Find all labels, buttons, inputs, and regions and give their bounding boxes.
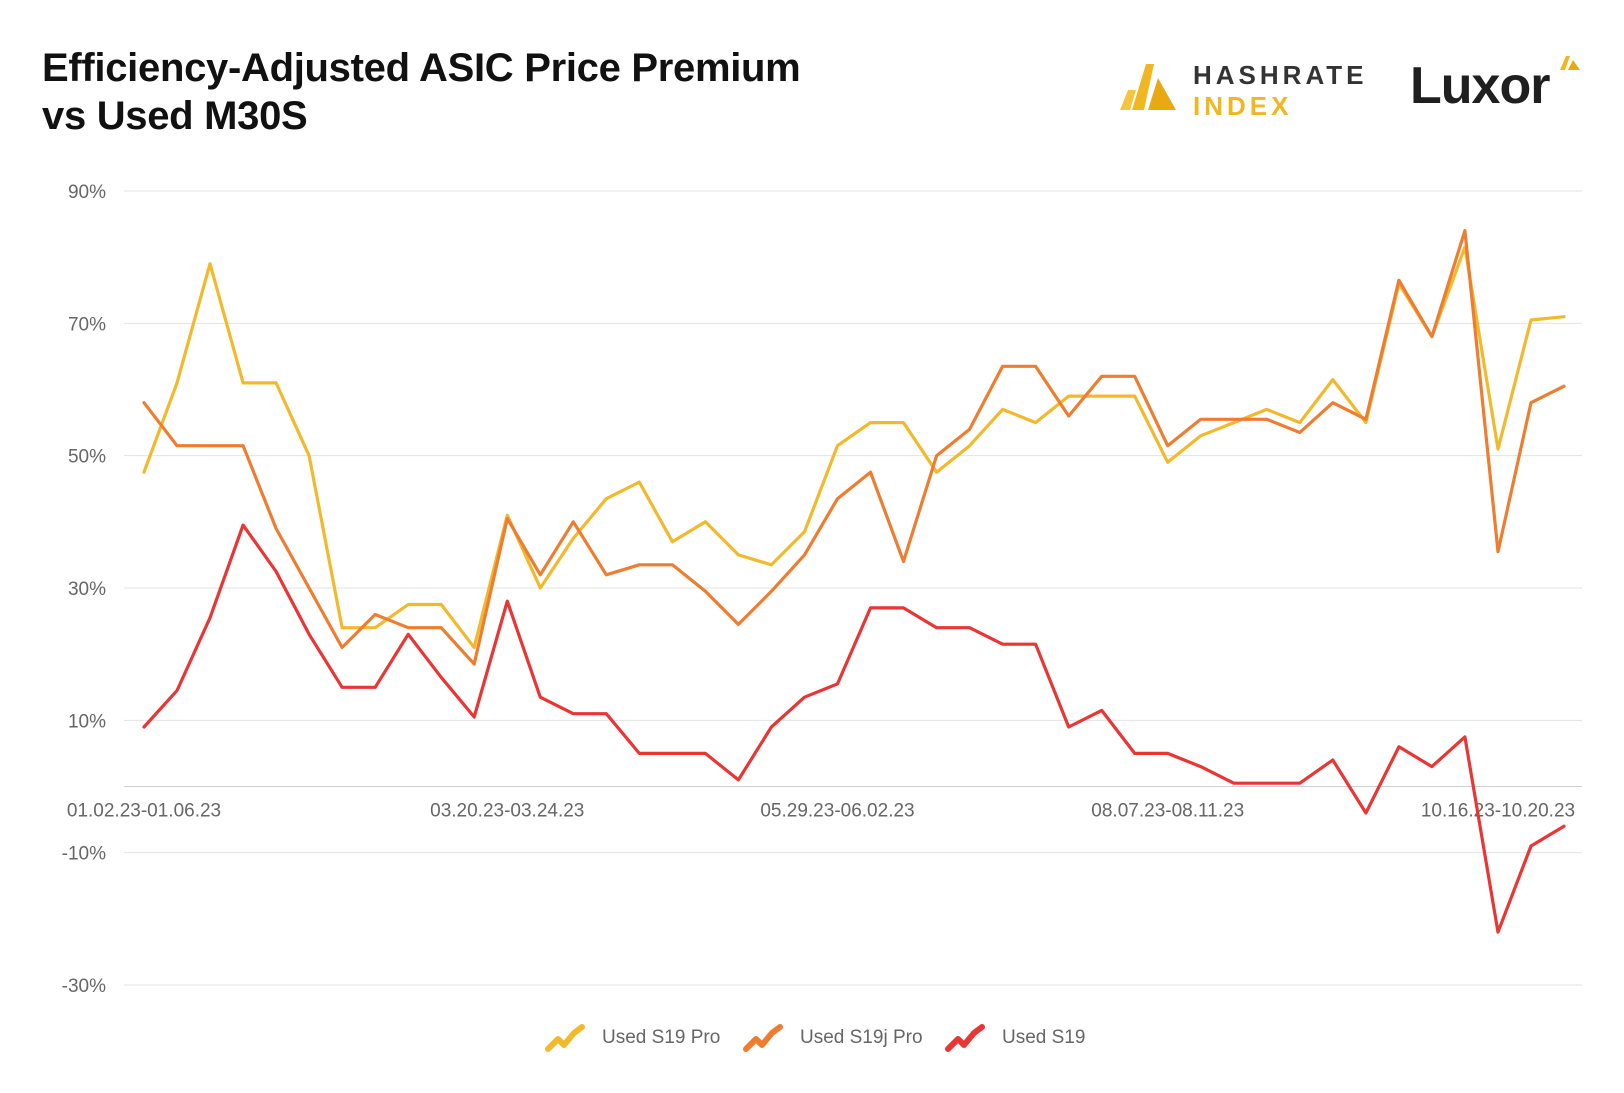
- x-tick-label: 05.29.23-06.02.23: [760, 801, 914, 822]
- luxor-wordmark: Luxor: [1410, 57, 1550, 115]
- legend-item-s19[interactable]: Used S19: [944, 1018, 1085, 1058]
- index-wordmark: INDEX: [1193, 91, 1293, 121]
- hashrate-index-logo: HASHRATE INDEX: [1118, 60, 1368, 121]
- series-lines: [142, 229, 1566, 934]
- y-tick-label: 70%: [68, 314, 106, 335]
- y-tick-label: -30%: [62, 976, 106, 997]
- y-tick-label: -10%: [62, 844, 106, 865]
- x-tick-label: 01.02.23-01.06.23: [67, 801, 221, 822]
- line-series-icon: [545, 1024, 585, 1052]
- legend: Used S19 Pro Used S19j Pro Used S19: [0, 1018, 1624, 1058]
- chart-title: Efficiency-Adjusted ASIC Price Premium v…: [42, 44, 801, 140]
- x-axis-ticks: 01.02.23-01.06.23 03.20.23-03.24.23 05.29.…: [67, 801, 1575, 822]
- legend-label: Used S19 Pro: [602, 1027, 721, 1048]
- series-line-s19pro[interactable]: [142, 245, 1566, 650]
- y-tick-label: 90%: [68, 182, 106, 203]
- line-series-icon: [945, 1024, 985, 1052]
- legend-label: Used S19j Pro: [800, 1027, 923, 1048]
- legend-label: Used S19: [1002, 1027, 1086, 1048]
- series-line-s19[interactable]: [142, 523, 1566, 934]
- luxor-triangle-icon: [1560, 56, 1580, 70]
- y-axis-ticks: 90% 70% 50% 30% 10% -10% -30%: [62, 182, 106, 997]
- chart-title-line-2: vs Used M30S: [42, 94, 308, 138]
- hashrate-wordmark: HASHRATE: [1193, 60, 1368, 90]
- x-tick-label: 03.20.23-03.24.23: [430, 801, 584, 822]
- x-tick-label: 10.16.23-10.20.23: [1421, 801, 1575, 822]
- gridlines: [124, 190, 1582, 986]
- y-tick-label: 50%: [68, 447, 106, 468]
- series-line-s19jpro[interactable]: [142, 229, 1566, 666]
- legend-item-s19-pro[interactable]: Used S19 Pro: [544, 1018, 720, 1058]
- legend-item-s19j-pro[interactable]: Used S19j Pro: [742, 1018, 923, 1058]
- hashrate-index-logo-icon: [1120, 64, 1176, 110]
- chart-title-line-1: Efficiency-Adjusted ASIC Price Premium: [42, 46, 801, 90]
- y-tick-label: 10%: [68, 711, 106, 732]
- line-series-icon: [743, 1024, 783, 1052]
- y-tick-label: 30%: [68, 579, 106, 600]
- x-tick-label: 08.07.23-08.11.23: [1091, 801, 1244, 822]
- luxor-logo: Luxor: [1410, 52, 1590, 122]
